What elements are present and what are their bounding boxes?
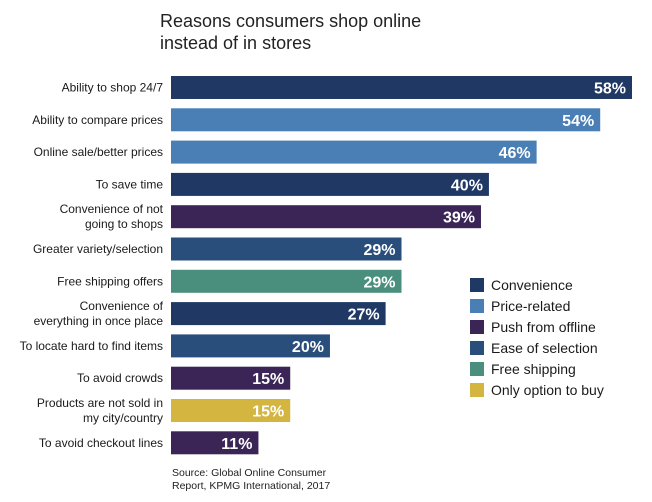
legend-label: Only option to buy (491, 381, 604, 398)
category-label-line: Convenience of not (60, 202, 164, 216)
legend-item: Ease of selection (470, 337, 604, 358)
category-label-line: Free shipping offers (57, 274, 163, 288)
category-label: Convenience of not going to shops (60, 202, 164, 231)
bar-value-label: 29% (363, 242, 395, 259)
category-label: To avoid crowds (77, 371, 163, 385)
bar-value-label: 15% (252, 371, 284, 388)
category-label-line: Products are not sold in (37, 396, 163, 410)
category-label-line: To locate hard to find items (20, 339, 163, 353)
legend-swatch (470, 319, 484, 334)
category-label: Convenience of everything in once place (34, 299, 164, 328)
source-line-2: Report, KPMG International, 2017 (172, 480, 331, 492)
bar (171, 366, 291, 390)
category-label-line: my city/country (83, 411, 163, 425)
bar (171, 431, 259, 455)
legend-item: Free shipping (470, 358, 604, 379)
bar-value-label: 15% (252, 404, 284, 421)
bar-value-label: 20% (292, 339, 324, 356)
category-label: To save time (96, 177, 164, 191)
category-label: Online sale/better prices (34, 145, 163, 159)
legend-swatch (470, 277, 484, 292)
category-label: Ability to shop 24/7 (62, 81, 164, 95)
legend-label: Convenience (491, 276, 573, 293)
legend-label: Ease of selection (491, 339, 598, 356)
category-label-line: going to shops (85, 217, 163, 231)
bar-value-label: 11% (221, 436, 252, 453)
bar-value-label: 27% (348, 307, 380, 324)
legend-swatch (470, 382, 484, 397)
legend-swatch (470, 340, 484, 355)
category-label-line: Greater variety/selection (33, 242, 163, 256)
legend-item: Price-related (470, 295, 604, 316)
legend-swatch (470, 361, 484, 376)
legend: Convenience Price-related Push from offlin… (470, 274, 604, 400)
legend-label: Price-related (491, 297, 571, 314)
bar (171, 237, 402, 261)
chart-title-line-2: instead of in stores (160, 33, 312, 53)
bar-value-label: 29% (363, 274, 395, 291)
category-label: Greater variety/selection (33, 242, 163, 256)
chart-title-line-1: Reasons consumers shop online (160, 11, 422, 31)
source-line-1: Source: Global Online Consumer (172, 467, 327, 479)
category-label: To locate hard to find items (20, 339, 163, 353)
category-label-line: Ability to shop 24/7 (62, 81, 164, 95)
bar (171, 140, 537, 164)
legend-item: Push from offline (470, 316, 604, 337)
category-label-line: Ability to compare prices (32, 113, 163, 127)
category-label: Products are not sold in my city/country (37, 396, 163, 425)
category-label-line: Convenience of (80, 299, 164, 313)
bar (171, 172, 489, 196)
legend-label: Push from offline (491, 318, 596, 335)
category-label-line: everything in once place (34, 314, 164, 328)
category-label: To avoid checkout lines (39, 436, 163, 450)
bar (171, 334, 330, 358)
source-note: Source: Global Online Consumer Report, K… (172, 467, 330, 493)
bar-value-label: 58% (594, 81, 626, 98)
bar-value-label: 40% (451, 177, 483, 194)
category-label: Ability to compare prices (32, 113, 163, 127)
category-label: Free shipping offers (57, 274, 163, 288)
bar-value-label: 39% (443, 210, 475, 227)
bar (171, 269, 402, 293)
category-label-line: To save time (96, 177, 164, 191)
bar-value-label: 46% (499, 145, 531, 162)
bar-value-label: 54% (562, 113, 594, 130)
bar (171, 399, 291, 422)
category-label-line: To avoid crowds (77, 371, 163, 385)
legend-item: Only option to buy (470, 379, 604, 400)
chart-title: Reasons consumers shop online instead of… (160, 10, 560, 54)
legend-label: Free shipping (491, 360, 576, 377)
bar (171, 302, 386, 326)
bar (171, 76, 632, 99)
bar (171, 205, 481, 229)
category-label-line: To avoid checkout lines (39, 436, 163, 450)
category-label-line: Online sale/better prices (34, 145, 163, 159)
legend-swatch (470, 298, 484, 313)
legend-item: Convenience (470, 274, 604, 295)
bar (171, 108, 601, 132)
